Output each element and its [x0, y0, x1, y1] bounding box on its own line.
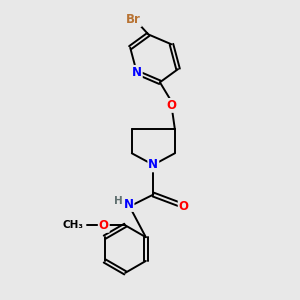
Text: CH₃: CH₃ [62, 220, 83, 230]
Text: O: O [179, 200, 189, 213]
Text: N: N [148, 158, 158, 171]
Text: N: N [132, 66, 142, 79]
Text: N: N [124, 198, 134, 211]
Text: Br: Br [126, 13, 141, 26]
Text: H: H [114, 196, 122, 206]
Text: O: O [167, 99, 176, 112]
Text: O: O [99, 219, 109, 232]
